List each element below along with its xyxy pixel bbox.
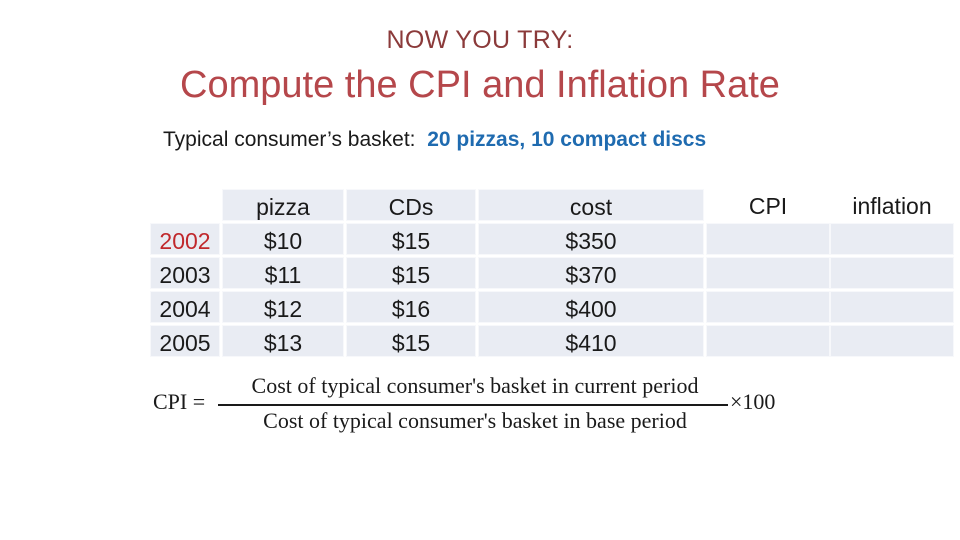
cpi-cell — [706, 223, 830, 255]
cpi-cell — [706, 291, 830, 323]
cd-price-cell: $16 — [346, 291, 476, 323]
pizza-price-cell: $11 — [222, 257, 344, 289]
inflation-cell — [830, 257, 954, 289]
table-row: 2002 $10 $15 $350 — [150, 223, 954, 257]
basket-cost-cell: $410 — [478, 325, 704, 357]
header-pizza: pizza — [222, 189, 344, 221]
header-cost: cost — [478, 189, 704, 221]
header-cds: CDs — [346, 189, 476, 221]
basket-cost-cell: $370 — [478, 257, 704, 289]
cpi-cell — [706, 325, 830, 357]
formula-lhs: CPI = — [153, 389, 206, 414]
year-cell: 2004 — [150, 291, 220, 323]
formula-denominator: Cost of typical consumer's basket in bas… — [263, 408, 687, 433]
pizza-price-cell: $13 — [222, 325, 344, 357]
basket-cost-cell: $400 — [478, 291, 704, 323]
inflation-cell — [830, 291, 954, 323]
table-header-row: pizza CDs cost CPI inflation — [150, 189, 932, 223]
basket-description: Typical consumer’s basket: 20 pizzas, 10… — [163, 128, 706, 152]
slide-kicker: NOW YOU TRY: — [386, 26, 574, 54]
basket-items: 20 pizzas, 10 compact discs — [427, 128, 707, 151]
year-cell: 2005 — [150, 325, 220, 357]
cpi-formula: CPI = Cost of typical consumer's basket … — [150, 372, 800, 442]
pizza-price-cell: $12 — [222, 291, 344, 323]
table-row: 2003 $11 $15 $370 — [150, 257, 954, 291]
formula-numerator: Cost of typical consumer's basket in cur… — [251, 373, 699, 398]
pizza-price-cell: $10 — [222, 223, 344, 255]
cd-price-cell: $15 — [346, 223, 476, 255]
cpi-cell — [706, 257, 830, 289]
table-row: 2004 $12 $16 $400 — [150, 291, 954, 325]
cd-price-cell: $15 — [346, 257, 476, 289]
fraction-bar — [218, 404, 728, 406]
price-table: pizza CDs cost CPI inflation 2002 $10 $1… — [150, 189, 954, 360]
header-year — [150, 189, 220, 221]
cd-price-cell: $15 — [346, 325, 476, 357]
table-row: 2005 $13 $15 $410 — [150, 325, 954, 359]
inflation-cell — [830, 325, 954, 357]
formula-multiplier: ×100 — [730, 389, 776, 414]
year-cell: 2003 — [150, 257, 220, 289]
header-inflation: inflation — [852, 193, 932, 219]
basket-cost-cell: $350 — [478, 223, 704, 255]
inflation-cell — [830, 223, 954, 255]
slide-title: Compute the CPI and Inflation Rate — [180, 64, 780, 106]
header-cpi: CPI — [748, 193, 788, 219]
year-cell: 2002 — [150, 223, 220, 255]
basket-prefix: Typical consumer’s basket: — [163, 128, 416, 151]
